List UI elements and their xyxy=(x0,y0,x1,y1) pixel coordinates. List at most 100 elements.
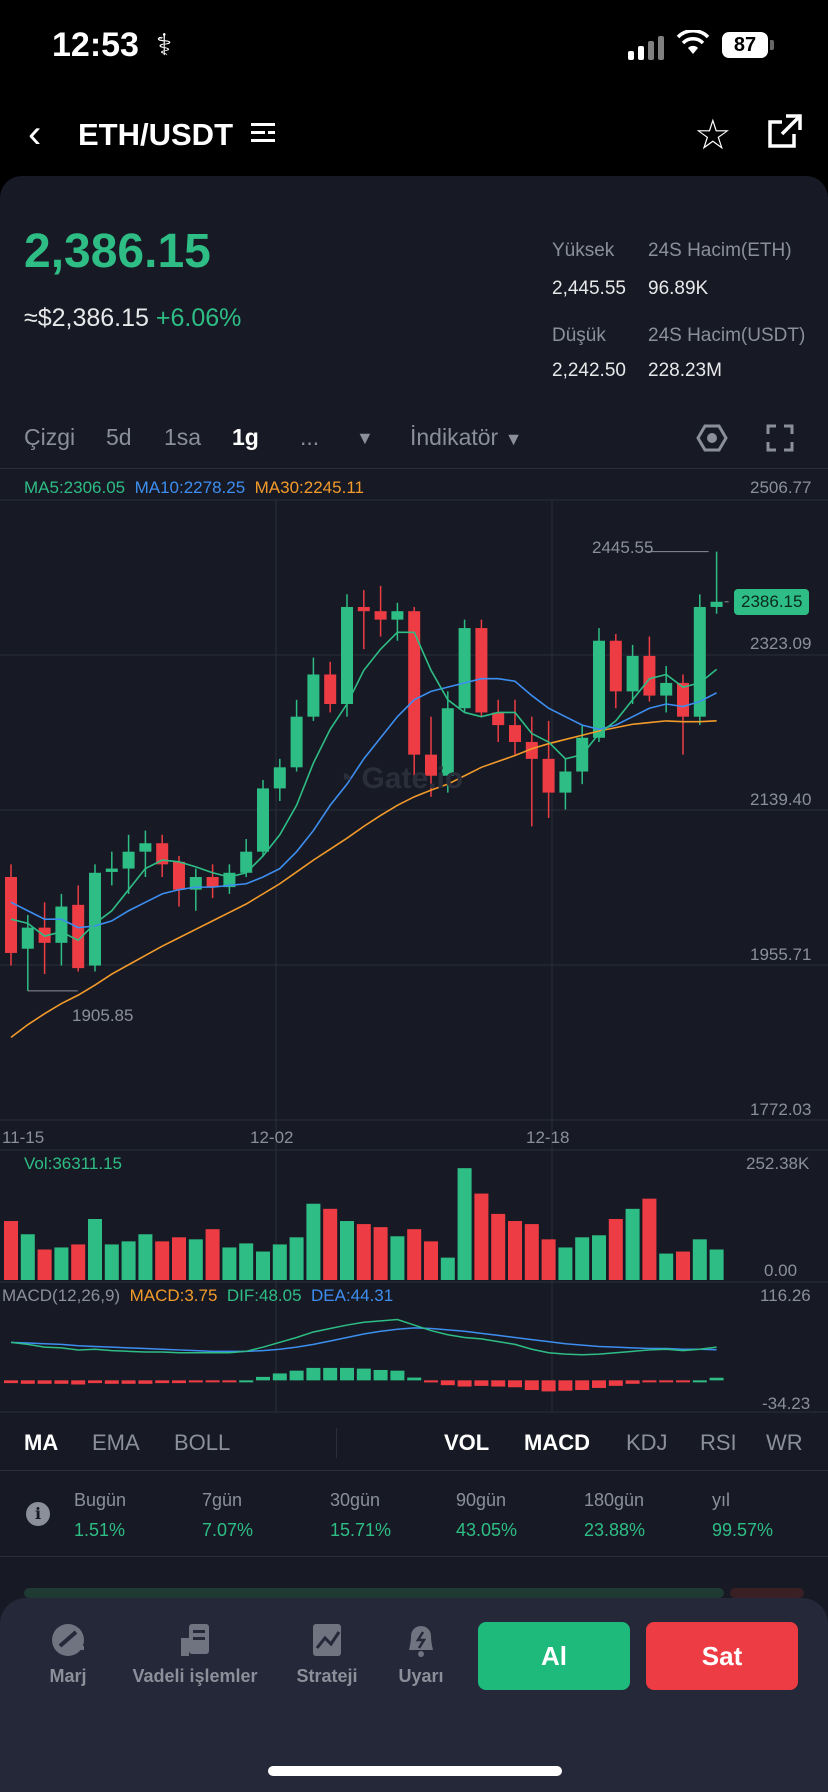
dif-line xyxy=(10,1318,717,1356)
nav-strategy[interactable]: Strateji xyxy=(290,1620,364,1687)
perf-label: 180gün xyxy=(584,1490,645,1510)
macd-min-label: -34.23 xyxy=(762,1394,811,1413)
tf-1d[interactable]: 1g xyxy=(232,424,259,450)
tab-macd[interactable]: MACD xyxy=(524,1430,590,1455)
candle-body xyxy=(89,872,101,966)
pair-title[interactable]: ETH/USDT xyxy=(78,117,233,152)
tf-1h[interactable]: 1sa xyxy=(164,424,202,450)
macd-histogram-bar xyxy=(642,1380,657,1383)
tf-dropdown-caret-icon[interactable]: ▼ xyxy=(356,428,374,448)
tf-more[interactable]: ... xyxy=(300,424,320,450)
fullscreen-icon[interactable] xyxy=(766,424,794,452)
stethoscope-icon: ⚕ xyxy=(156,29,173,62)
candle-body xyxy=(643,655,656,696)
home-indicator[interactable] xyxy=(268,1766,562,1776)
volume-bar xyxy=(121,1241,136,1280)
vol-usdt-label: 24S Hacim(USDT) xyxy=(648,325,806,346)
market-panel xyxy=(0,176,828,1792)
y-axis-label: 2506.77 xyxy=(750,478,812,497)
ma5-line xyxy=(10,631,718,942)
macd-histogram-bar xyxy=(138,1380,153,1384)
candle-body xyxy=(492,712,505,726)
tab-wr[interactable]: WR xyxy=(766,1430,803,1455)
candle-body xyxy=(391,611,404,620)
macd-histogram-bar xyxy=(625,1380,640,1384)
tab-ma[interactable]: MA xyxy=(24,1430,59,1455)
macd-histogram-bar xyxy=(440,1380,455,1386)
margin-gauge-icon xyxy=(52,1624,84,1656)
macd-histogram-bar xyxy=(172,1380,186,1384)
battery-icon: 87 xyxy=(722,32,774,58)
volume-bar xyxy=(407,1229,422,1280)
strategy-chart-icon xyxy=(313,1624,341,1656)
volume-bar xyxy=(709,1249,724,1280)
info-icon[interactable]: i xyxy=(26,1502,50,1526)
nav-futures-label: Vadeli işlemler xyxy=(132,1666,258,1686)
macd-histogram-bar xyxy=(541,1380,556,1392)
macd-histogram-bar xyxy=(4,1380,18,1384)
wifi-icon xyxy=(676,29,710,63)
volume-bar xyxy=(558,1247,573,1280)
macd-histogram-bar xyxy=(474,1380,489,1386)
x-axis-label: 12-02 xyxy=(250,1128,294,1147)
indicator-caret-icon: ▼ xyxy=(504,429,523,449)
macd-histogram-bar xyxy=(373,1369,388,1381)
nav-futures[interactable]: Vadeli işlemler xyxy=(124,1620,266,1687)
tab-rsi[interactable]: RSI xyxy=(700,1430,737,1455)
volume-bar xyxy=(272,1244,287,1280)
chart-settings-icon[interactable] xyxy=(696,424,728,452)
candle-body xyxy=(173,861,185,890)
perf-label: Bugün xyxy=(74,1490,127,1510)
macd-histogram-bar xyxy=(508,1380,522,1388)
volume-bar xyxy=(676,1251,690,1280)
current-price-tag: 2386.15 xyxy=(734,589,810,615)
macd-histogram-bar xyxy=(88,1380,102,1384)
nav-marj[interactable]: Marj xyxy=(40,1620,96,1687)
macd-histogram-bar xyxy=(491,1380,506,1387)
buy-button[interactable]: Al xyxy=(478,1622,630,1690)
candle-body xyxy=(441,708,454,776)
alert-bell-icon xyxy=(409,1626,433,1657)
divider xyxy=(0,1470,828,1471)
candle-body xyxy=(609,640,622,692)
nav-marj-label: Marj xyxy=(49,1666,87,1686)
tab-ema[interactable]: EMA xyxy=(92,1430,140,1455)
candle-body xyxy=(509,725,521,742)
low-label: Düşük xyxy=(552,325,606,346)
volume-bar xyxy=(205,1229,220,1280)
share-icon[interactable] xyxy=(766,112,804,150)
tf-5d[interactable]: 5d xyxy=(106,424,132,450)
volume-bar xyxy=(323,1208,338,1280)
candle-body xyxy=(559,771,572,793)
pair-menu-icon[interactable] xyxy=(250,120,276,146)
macd-histogram-bar xyxy=(289,1370,304,1381)
back-chevron-icon[interactable]: ‹ xyxy=(28,112,42,156)
macd-histogram-bar xyxy=(188,1380,203,1383)
sell-button[interactable]: Sat xyxy=(646,1622,798,1690)
perf-value: 43.05% xyxy=(456,1520,518,1540)
macd-histogram-bar xyxy=(659,1380,674,1383)
volume-bar xyxy=(390,1236,405,1280)
ma5-legend: MA5:2306.05 xyxy=(24,478,126,497)
volume-bar xyxy=(524,1224,539,1280)
ma30-line xyxy=(10,719,717,1038)
tab-vol[interactable]: VOL xyxy=(444,1430,490,1455)
tab-boll[interactable]: BOLL xyxy=(174,1430,231,1455)
volume-bar xyxy=(340,1221,354,1280)
kline-chart[interactable]: ◔ Gate.io xyxy=(0,470,828,1420)
perf-value: 23.88% xyxy=(584,1520,646,1540)
candle-body xyxy=(72,904,85,969)
candle-body xyxy=(290,716,303,768)
price-change: +6.06% xyxy=(155,304,242,332)
nav-alert[interactable]: Uyarı xyxy=(392,1620,450,1687)
macd-histogram-bar xyxy=(676,1380,690,1383)
tf-line[interactable]: Çizgi xyxy=(24,424,76,450)
candle-body xyxy=(710,601,723,607)
macd-histogram-bar xyxy=(54,1380,69,1384)
favorite-star-icon[interactable]: ☆ xyxy=(694,111,732,158)
candle-body xyxy=(139,843,152,852)
high-marker-label: 2445.55 xyxy=(592,538,654,557)
indicator-menu[interactable]: İndikatör ▼ xyxy=(410,424,522,451)
tab-kdj[interactable]: KDJ xyxy=(626,1430,668,1455)
y-axis-label: 1772.03 xyxy=(750,1100,812,1119)
